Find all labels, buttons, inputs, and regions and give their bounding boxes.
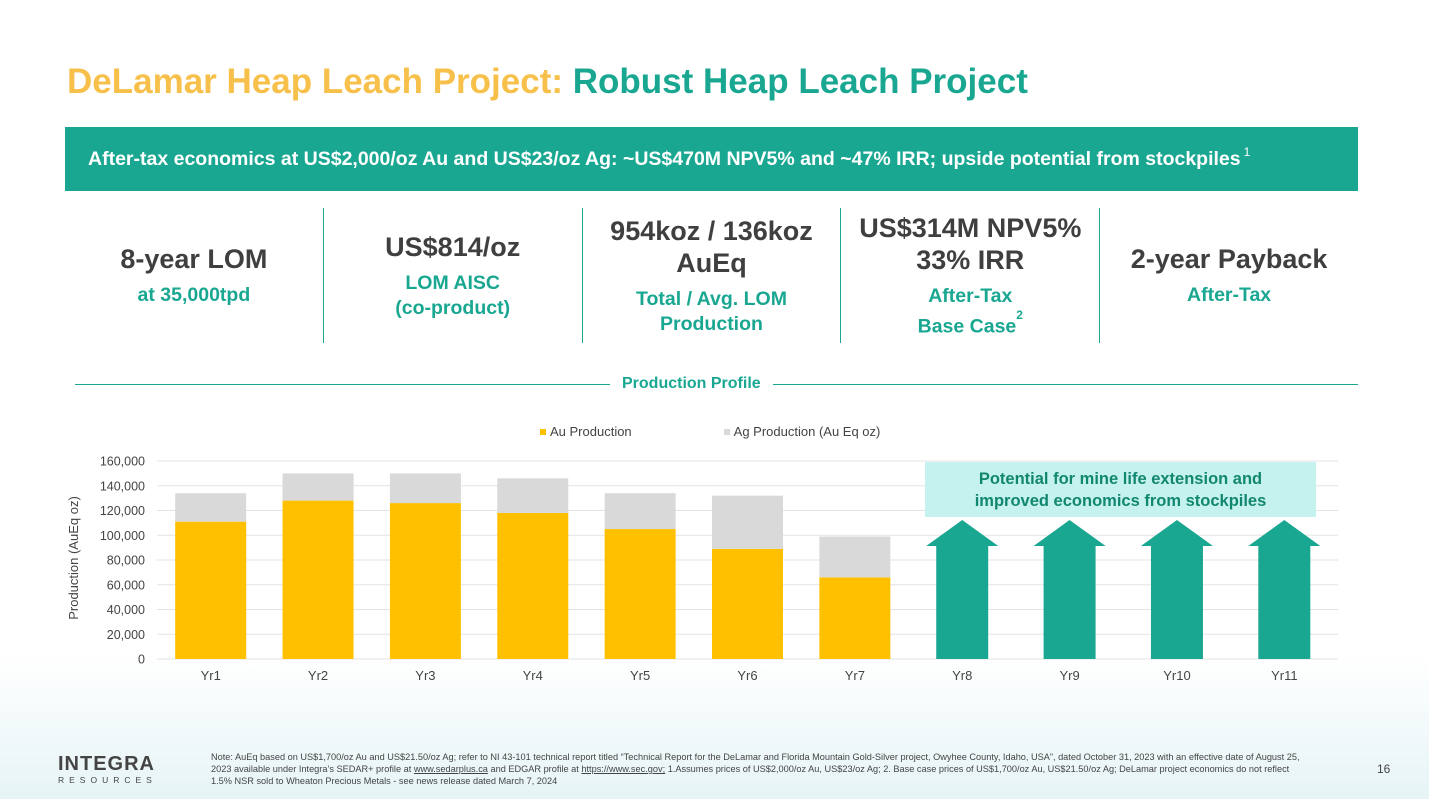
stat-value-line-1: 954koz / 136koz [610, 215, 813, 246]
stat-caption: After-Tax [1187, 284, 1272, 306]
y-tick-label: 160,000 [100, 455, 145, 469]
stat-lom: 8-year LOM at 35,000tpd [65, 208, 323, 343]
sedar-link[interactable]: www.sedarplus.ca [413, 764, 488, 774]
x-tick-label: Yr11 [1271, 668, 1298, 683]
legend-label-ag: Ag Production (Au Eq oz) [733, 424, 881, 439]
x-tick-label: Yr7 [845, 668, 865, 683]
stat-payback: 2-year Payback After-Tax [1099, 208, 1358, 343]
stat-npv: US$314M NPV5% 33% IRR After-Tax Base Cas… [840, 208, 1099, 343]
y-tick-label: 140,000 [100, 479, 145, 493]
callout-line-1: Potential for mine life extension and [978, 469, 1263, 488]
y-tick-label: 40,000 [107, 603, 145, 617]
bar-ag-yr7 [819, 536, 891, 578]
x-tick-label: Yr9 [1059, 668, 1079, 683]
section-label: Production Profile [610, 375, 773, 393]
bar-au-yr6 [712, 548, 783, 659]
page-title: DeLamar Heap Leach Project: Robust Heap … [67, 62, 1028, 102]
legend-swatch-au [540, 428, 546, 435]
potential-arrow-yr9 [1033, 520, 1106, 659]
bar-ag-yr4 [497, 478, 569, 513]
sec-link[interactable]: https://www.sec.gov; [581, 764, 666, 774]
callout-line-2: improved economics from stockpiles [974, 491, 1267, 510]
legend-item-au: Au Production [540, 424, 632, 439]
x-tick-label: Yr3 [415, 668, 435, 683]
bar-ag-yr6 [712, 495, 783, 549]
stat-value-line-2: AuEq [676, 247, 747, 278]
stat-value-line-1: US$314M NPV5% [859, 212, 1082, 243]
potential-arrow-yr10 [1140, 520, 1213, 659]
stat-value-line-2: 33% IRR [916, 244, 1025, 275]
footnote-text-3: 1.Assumes prices of US$2,000/oz Au, US$2… [211, 764, 1290, 786]
stat-value: 954koz / 136koz AuEq [610, 215, 813, 279]
x-tick-label: Yr1 [201, 668, 221, 683]
stat-caption: LOM AISC (co-product) [395, 271, 510, 321]
bar-au-yr4 [497, 512, 569, 659]
bar-ag-yr1 [175, 493, 247, 522]
stat-aisc: US$814/oz LOM AISC (co-product) [322, 208, 582, 343]
x-tick-label: Yr8 [952, 668, 972, 683]
chart-bars [175, 473, 891, 659]
y-tick-label: 0 [138, 653, 145, 667]
stat-footnote-ref: 2 [1016, 307, 1023, 322]
bar-ag-yr3 [389, 473, 461, 504]
legend-label-au: Au Production [550, 424, 632, 439]
chart-legend: Au Production Ag Production (Au Eq oz) [540, 424, 880, 439]
title-part-2: Robust Heap Leach Project [572, 62, 1028, 101]
stat-caption: at 35,000tpd [137, 284, 251, 306]
y-tick-label: 60,000 [107, 578, 145, 592]
potential-arrow-yr11 [1248, 520, 1321, 659]
stat-caption: After-Tax Base Case2 [918, 284, 1023, 340]
y-tick-label: 20,000 [107, 628, 145, 642]
stat-caption-line-2: Base Case2 [917, 307, 1023, 340]
y-tick-label: 120,000 [100, 504, 145, 518]
title-part-1: DeLamar Heap Leach Project: [67, 62, 564, 101]
y-tick-labels: 160,000 140,000 120,000 100,000 80,000 60,000… [100, 455, 145, 667]
stat-caption-line-2: Production [660, 312, 763, 335]
y-axis-label: Production (AuEq oz) [66, 496, 81, 620]
stat-value: 2-year Payback [1130, 244, 1328, 274]
y-tick-label: 80,000 [107, 554, 145, 568]
x-tick-labels: Yr1 Yr2 Yr3 Yr4 Yr5 Yr6 Yr7 Yr8 Yr9 Yr10 Yr11 [201, 668, 1298, 683]
key-stats: 8-year LOM at 35,000tpd US$814/oz LOM AI… [65, 208, 1358, 343]
stat-caption-line-1: LOM AISC [405, 271, 500, 294]
page-number: 16 [1377, 762, 1391, 776]
x-tick-label: Yr6 [737, 668, 757, 683]
bar-au-yr2 [282, 500, 354, 659]
economics-banner: After-tax economics at US$2,000/oz Au an… [65, 127, 1358, 191]
footnote: Note: AuEq based on US$1,700/oz Au and U… [211, 751, 1306, 787]
integra-logo: INTEGRA RESOURCES [58, 754, 157, 786]
legend-swatch-ag [723, 428, 730, 435]
stat-caption-line-1: After-Tax [928, 284, 1013, 307]
stat-caption-line-1: Total / Avg. LOM [636, 287, 787, 310]
stat-value: US$814/oz [385, 231, 521, 262]
logo-wordmark: INTEGRA [58, 753, 155, 775]
y-tick-label: 100,000 [100, 529, 145, 543]
bar-au-yr3 [389, 503, 461, 659]
potential-arrows [926, 520, 1321, 659]
bar-ag-yr5 [604, 493, 676, 530]
bar-au-yr5 [604, 529, 676, 659]
banner-text: After-tax economics at US$2,000/oz Au an… [88, 147, 1241, 170]
x-tick-label: Yr4 [523, 668, 543, 683]
bar-au-yr7 [819, 577, 891, 659]
potential-arrow-yr8 [926, 520, 999, 659]
bar-ag-yr2 [282, 473, 354, 501]
footnote-text-2: and EDGAR profile at [490, 764, 579, 774]
potential-callout: Potential for mine life extension and im… [925, 462, 1316, 517]
x-tick-label: Yr10 [1163, 668, 1190, 683]
bar-au-yr1 [175, 521, 247, 659]
legend-item-ag: Ag Production (Au Eq oz) [723, 424, 881, 439]
footnote-text-1: Note: AuEq based on US$1,700/oz Au and U… [211, 752, 1300, 774]
stat-value: US$314M NPV5% 33% IRR [859, 212, 1081, 276]
stat-caption-line-2: (co-product) [395, 296, 511, 319]
banner-footnote-ref: 1 [1243, 145, 1251, 159]
x-tick-label: Yr5 [630, 668, 650, 683]
stat-value: 8-year LOM [120, 244, 268, 274]
stat-caption: Total / Avg. LOM Production [636, 287, 787, 337]
stat-caption-text: Base Case [917, 315, 1017, 338]
x-tick-label: Yr2 [308, 668, 328, 683]
stat-production: 954koz / 136koz AuEq Total / Avg. LOM Pr… [581, 208, 841, 343]
logo-subtext: RESOURCES [58, 775, 157, 785]
